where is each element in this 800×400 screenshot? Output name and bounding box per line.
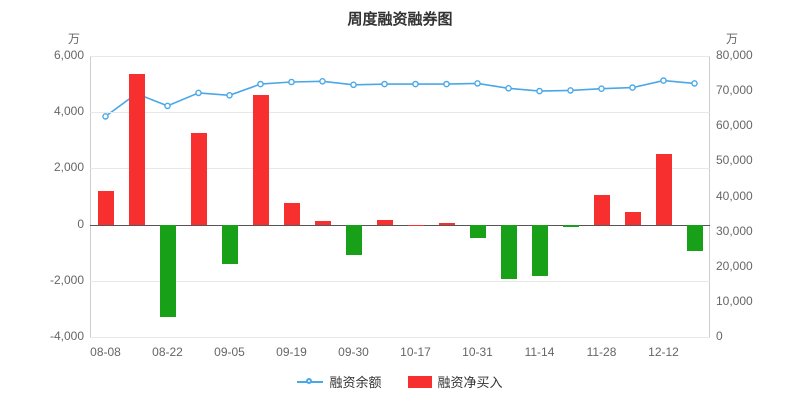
left-axis-unit-label: 万 [68,32,81,46]
chart-title: 周度融资融券图 [347,11,453,28]
x-axis-tick-label: 09-19 [276,345,307,359]
bar [438,222,455,225]
square-marker-icon [407,375,432,388]
chart-legend: 融资余额 融资净买入 [0,372,800,391]
right-axis-tick-label: 80,000 [716,48,753,62]
bar [314,220,331,225]
left-axis-line [90,56,91,337]
zero-axis-line [90,224,710,226]
bar [562,224,579,227]
bar [190,132,207,225]
x-axis-tick-label: 09-05 [214,345,245,359]
left-axis-tick-label: -2,000 [49,272,84,287]
legend-label-margin-balance: 融资余额 [329,375,382,390]
legend-item-net-purchase[interactable]: 融资净买入 [407,372,503,391]
bar [221,224,238,265]
bar [469,224,486,239]
bar [159,224,176,317]
right-axis-tick-label: 40,000 [716,188,753,203]
right-axis-tick-label: 70,000 [716,83,753,98]
gridline [90,168,710,170]
x-axis-tick-label: 08-22 [152,345,183,359]
gridline [90,112,710,114]
gridline [90,337,710,338]
right-axis-tick-label: 60,000 [716,118,753,133]
bar [345,224,362,255]
right-axis-tick-label: 50,000 [716,153,753,168]
right-axis-tick-label: 0 [716,329,723,343]
right-axis-line [709,56,710,337]
x-axis-tick-label: 10-17 [400,345,431,359]
bar [500,224,517,279]
right-axis-unit-label: 万 [726,32,739,46]
gridline [90,280,710,282]
x-axis-tick-label: 09-30 [338,345,369,359]
bar [283,202,300,225]
bar [407,224,424,226]
bar [252,95,269,225]
bar [655,153,672,225]
bar [128,74,145,225]
plot-area [90,56,710,338]
right-axis-tick-label: 10,000 [716,293,753,308]
bar [624,211,641,225]
x-axis-tick-label: 12-12 [648,345,679,359]
x-axis-tick-label: 10-31 [462,345,493,359]
bar [593,194,610,225]
left-axis-tick-label: 6,000 [53,48,84,62]
right-axis-tick-label: 30,000 [716,223,753,238]
left-axis-tick-label: 4,000 [53,104,84,119]
right-axis-tick-label: 20,000 [716,258,753,273]
x-axis-tick-label: 11-28 [586,345,617,359]
line-marker-icon [297,377,324,387]
left-axis-tick-label: -4,000 [49,329,84,343]
bar [376,220,393,225]
x-axis-tick-label: 11-14 [524,345,555,359]
legend-item-margin-balance[interactable]: 融资余额 [297,372,382,391]
bar [686,224,703,251]
x-axis-tick-label: 08-08 [90,345,121,359]
gridline [90,56,710,57]
legend-label-net-purchase: 融资净买入 [437,375,503,390]
bar [531,224,548,277]
bar [97,190,114,225]
left-axis-tick-label: 2,000 [53,160,84,175]
margin-balance-line [102,77,698,120]
left-axis-tick-label: 0 [77,216,84,231]
